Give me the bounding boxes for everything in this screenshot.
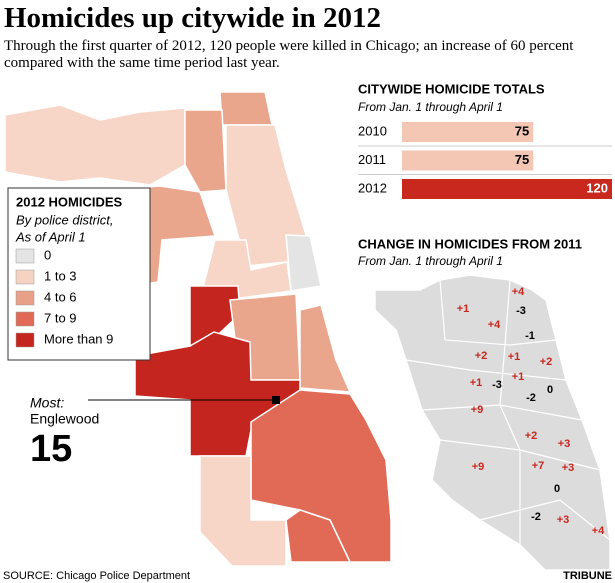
bar	[402, 122, 534, 142]
legend-swatch	[15, 269, 35, 285]
change-label: -2	[531, 511, 541, 523]
value-label: 120	[586, 180, 608, 195]
change-label: +3	[557, 514, 570, 526]
change-label: +3	[562, 462, 575, 474]
subtitle: Through the first quarter of 2012, 120 p…	[4, 38, 574, 71]
district-border	[405, 279, 611, 545]
change-label: +2	[540, 356, 553, 368]
callout-label: Most:	[30, 395, 64, 411]
legend-swatch	[15, 311, 35, 327]
change-label: -3	[516, 305, 526, 317]
bar	[402, 179, 612, 199]
legend-label: 4 to 6	[44, 289, 77, 304]
district	[250, 389, 392, 563]
district	[285, 234, 322, 292]
change-label: +3	[558, 438, 571, 450]
legend-note: As of April 1	[15, 229, 86, 244]
change-label: +9	[471, 404, 484, 416]
y-tick-label: 2010	[358, 123, 387, 138]
change-label: +4	[592, 525, 605, 537]
legend-label: 0	[44, 247, 51, 262]
district-map	[4, 91, 392, 567]
legend-swatch	[15, 332, 35, 348]
change-label: -3	[492, 379, 502, 391]
change-label: 0	[547, 384, 553, 396]
district	[299, 304, 352, 393]
change-label: +1	[457, 303, 470, 315]
change-label: 0	[554, 483, 560, 495]
y-tick-label: 2011	[358, 152, 386, 167]
legend-swatch	[15, 248, 35, 264]
change-label: +9	[472, 461, 485, 473]
change-label: +4	[488, 319, 501, 331]
change-label: +1	[512, 371, 525, 383]
district	[285, 509, 352, 563]
change-label: +1	[470, 377, 483, 389]
legend-title: 2012 HOMICIDES	[16, 194, 123, 209]
change-map	[374, 274, 611, 571]
value-label: 75	[515, 152, 529, 167]
change-title: CHANGE IN HOMICIDES FROM 2011	[358, 236, 582, 251]
legend-label: More than 9	[44, 331, 113, 346]
legend-label: 7 to 9	[44, 310, 77, 325]
change-label: +2	[525, 430, 538, 442]
bar	[402, 150, 534, 171]
chart-title: CITYWIDE HOMICIDE TOTALS	[358, 81, 545, 96]
header: Homicides up citywide in 2012 Through th…	[4, 0, 612, 72]
district	[189, 285, 241, 347]
district	[184, 109, 227, 193]
change-label: -1	[525, 330, 535, 342]
y-tick-label: 2012	[358, 180, 387, 195]
change-label: +4	[512, 286, 525, 298]
change-label: +1	[508, 351, 521, 363]
callout-value: 15	[30, 428, 72, 470]
legend-label: 1 to 3	[44, 268, 77, 283]
district	[199, 455, 287, 567]
callout-place: Englewood	[30, 411, 99, 427]
legend-swatch	[15, 290, 35, 306]
district	[4, 104, 186, 186]
callout-marker	[272, 396, 280, 404]
change-label: -2	[526, 392, 536, 404]
legend-subtitle: By police district,	[16, 212, 114, 227]
change-label: +7	[532, 460, 545, 472]
change-map-shape	[374, 274, 611, 571]
chart-subtitle: From Jan. 1 through April 1	[358, 100, 503, 114]
change-subtitle: From Jan. 1 through April 1	[358, 254, 503, 268]
source: SOURCE: Chicago Police Department	[3, 570, 190, 582]
value-label: 75	[515, 123, 529, 138]
title: Homicides up citywide in 2012	[4, 2, 382, 34]
credit: TRIBUNE	[563, 570, 612, 582]
district	[219, 91, 273, 126]
change-label: +2	[475, 350, 488, 362]
